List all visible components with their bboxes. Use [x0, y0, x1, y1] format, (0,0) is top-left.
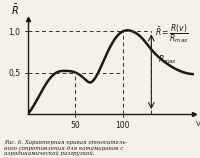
- Text: $R_{max}$: $R_{max}$: [158, 54, 177, 66]
- Text: V, км/ч: V, км/ч: [196, 121, 200, 127]
- Y-axis label: $\bar{R}$: $\bar{R}$: [11, 3, 19, 17]
- Text: $\bar{R}=\dfrac{R(v)}{R_{max}}$: $\bar{R}=\dfrac{R(v)}{R_{max}}$: [155, 22, 189, 45]
- Text: Рис. 6. Характерная кривая относитель-
ного сопротивления для катамаранов с
аэро: Рис. 6. Характерная кривая относитель- н…: [4, 140, 127, 156]
